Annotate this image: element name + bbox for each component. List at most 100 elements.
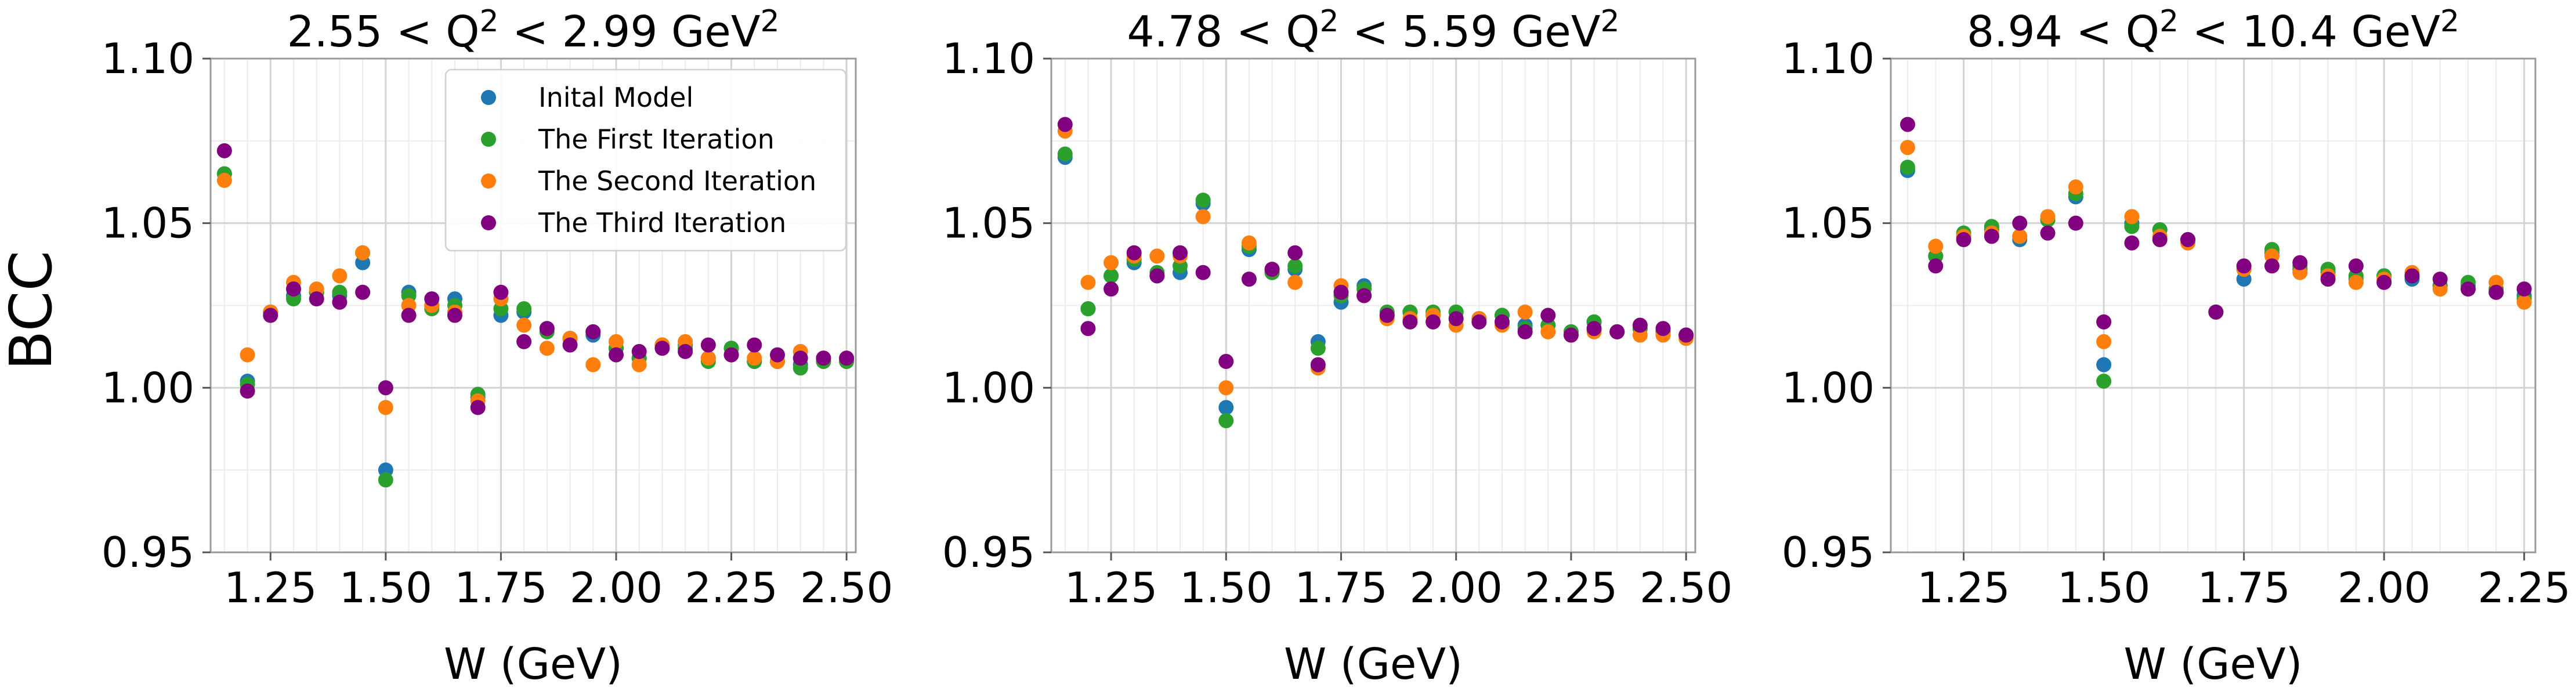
data-point-the-first-iteration — [378, 472, 393, 488]
data-point-the-second-iteration — [747, 350, 762, 366]
data-point-inital-model — [1218, 400, 1234, 415]
data-point-the-third-iteration — [1900, 117, 1915, 132]
data-point-the-third-iteration — [2488, 284, 2504, 300]
data-point-the-first-iteration — [516, 301, 532, 317]
data-point-the-second-iteration — [539, 341, 555, 356]
data-point-the-third-iteration — [285, 281, 301, 297]
x-axis-label: W (GeV) — [2124, 639, 2303, 689]
y-tick-label: 1.00 — [1782, 363, 1875, 412]
data-point-the-second-iteration — [216, 172, 232, 188]
data-point-the-third-iteration — [2152, 232, 2168, 248]
data-point-the-third-iteration — [2404, 268, 2420, 284]
data-point-the-third-iteration — [1333, 284, 1349, 300]
data-point-the-third-iteration — [1586, 321, 1602, 337]
x-axis-label: W (GeV) — [444, 639, 623, 689]
data-point-the-second-iteration — [2040, 209, 2056, 225]
data-point-the-third-iteration — [447, 307, 462, 323]
data-point-the-third-iteration — [2461, 281, 2476, 297]
x-tick-label: 1.50 — [339, 563, 432, 612]
panel-title: 4.78 < Q2​ < 5.59 GeV2​ — [1127, 4, 1619, 57]
x-tick-label: 1.75 — [454, 563, 547, 612]
data-point-the-third-iteration — [816, 350, 831, 366]
data-point-the-third-iteration — [723, 347, 739, 363]
data-point-the-third-iteration — [631, 343, 647, 359]
data-point-the-third-iteration — [1379, 307, 1395, 323]
x-tick-label: 2.25 — [2478, 563, 2571, 612]
chart-panel-1: 1.25 1.50 1.75 2.00 2.25 2.50 0.95 1.00 1.05 1.10… — [102, 4, 893, 689]
data-point-the-third-iteration — [1356, 288, 1372, 303]
data-point-the-third-iteration — [2516, 281, 2532, 297]
data-point-the-second-iteration — [1080, 274, 1096, 290]
legend-marker — [481, 215, 496, 230]
data-point-the-third-iteration — [378, 380, 393, 396]
y-tick-label: 1.05 — [1782, 199, 1875, 248]
x-tick-label: 1.25 — [1917, 563, 2010, 612]
y-axis-label: BCC — [0, 251, 65, 371]
data-point-the-third-iteration — [2348, 258, 2364, 274]
data-point-the-first-iteration — [1900, 160, 1915, 175]
data-point-the-third-iteration — [1057, 117, 1073, 132]
data-point-the-third-iteration — [1956, 232, 1971, 248]
data-point-the-third-iteration — [1678, 327, 1694, 343]
data-point-the-first-iteration — [1195, 192, 1211, 208]
data-point-the-third-iteration — [2236, 258, 2252, 274]
x-tick-label: 1.75 — [2197, 563, 2290, 612]
legend-entry-label: The Third Iteration — [538, 207, 786, 238]
data-point-the-second-iteration — [516, 317, 532, 333]
data-point-the-second-iteration — [332, 268, 348, 284]
data-point-the-third-iteration — [1241, 272, 1257, 287]
data-point-the-third-iteration — [216, 143, 232, 158]
data-point-the-third-iteration — [309, 291, 324, 307]
data-point-the-first-iteration — [1057, 146, 1073, 162]
data-point-the-third-iteration — [1426, 314, 1441, 330]
data-point-the-third-iteration — [1195, 265, 1211, 280]
data-point-the-second-iteration — [240, 347, 255, 363]
data-point-the-third-iteration — [1402, 314, 1418, 330]
y-tick-label: 1.05 — [102, 199, 194, 248]
data-point-the-second-iteration — [1540, 324, 1556, 339]
data-point-the-third-iteration — [2264, 258, 2280, 274]
data-point-the-third-iteration — [747, 337, 762, 353]
data-point-the-second-iteration — [1900, 140, 1915, 155]
data-point-the-first-iteration — [2096, 373, 2112, 389]
y-tick-label: 1.05 — [942, 199, 1035, 248]
data-point-the-second-iteration — [700, 350, 716, 366]
x-tick-label: 2.00 — [1410, 563, 1503, 612]
data-point-the-first-iteration — [1104, 268, 1119, 284]
data-point-the-third-iteration — [1126, 245, 1142, 261]
data-point-the-second-iteration — [1928, 238, 1944, 254]
x-tick-label: 2.25 — [685, 563, 777, 612]
legend: Inital Model The First Iteration The Secon… — [444, 68, 847, 252]
legend-entry-label: Inital Model — [538, 82, 693, 113]
data-point-the-second-iteration — [355, 245, 371, 261]
data-point-the-second-iteration — [1218, 380, 1234, 396]
data-point-the-third-iteration — [1495, 314, 1510, 330]
data-point-the-first-iteration — [1287, 258, 1303, 274]
data-point-the-third-iteration — [240, 384, 255, 399]
data-point-the-third-iteration — [2124, 235, 2140, 251]
x-tick-label: 1.25 — [1065, 563, 1157, 612]
data-point-the-second-iteration — [631, 357, 647, 372]
data-point-the-first-iteration — [1310, 341, 1326, 356]
x-axis-label: W (GeV) — [1284, 639, 1463, 689]
data-point-the-third-iteration — [2040, 225, 2056, 241]
data-point-the-third-iteration — [1984, 229, 1999, 244]
y-tick-label: 1.10 — [102, 34, 194, 83]
panel-title: 2.55 < Q2​ < 2.99 GeV2​ — [287, 4, 779, 57]
data-point-the-second-iteration — [1517, 304, 1533, 320]
data-point-the-third-iteration — [401, 307, 417, 323]
data-point-the-third-iteration — [1448, 311, 1464, 327]
legend-entry-label: The First Iteration — [538, 124, 775, 155]
data-point-the-second-iteration — [2348, 274, 2364, 290]
data-point-the-third-iteration — [2432, 272, 2448, 287]
data-point-the-third-iteration — [700, 337, 716, 353]
data-point-the-second-iteration — [1195, 209, 1211, 225]
data-point-the-second-iteration — [1241, 235, 1257, 251]
data-point-the-third-iteration — [1287, 245, 1303, 261]
x-tick-label: 1.75 — [1294, 563, 1387, 612]
data-point-the-first-iteration — [1218, 413, 1234, 429]
data-point-the-second-iteration — [2124, 209, 2140, 225]
data-point-the-third-iteration — [2376, 274, 2392, 290]
data-point-the-third-iteration — [2292, 255, 2308, 270]
legend-marker — [481, 90, 496, 105]
